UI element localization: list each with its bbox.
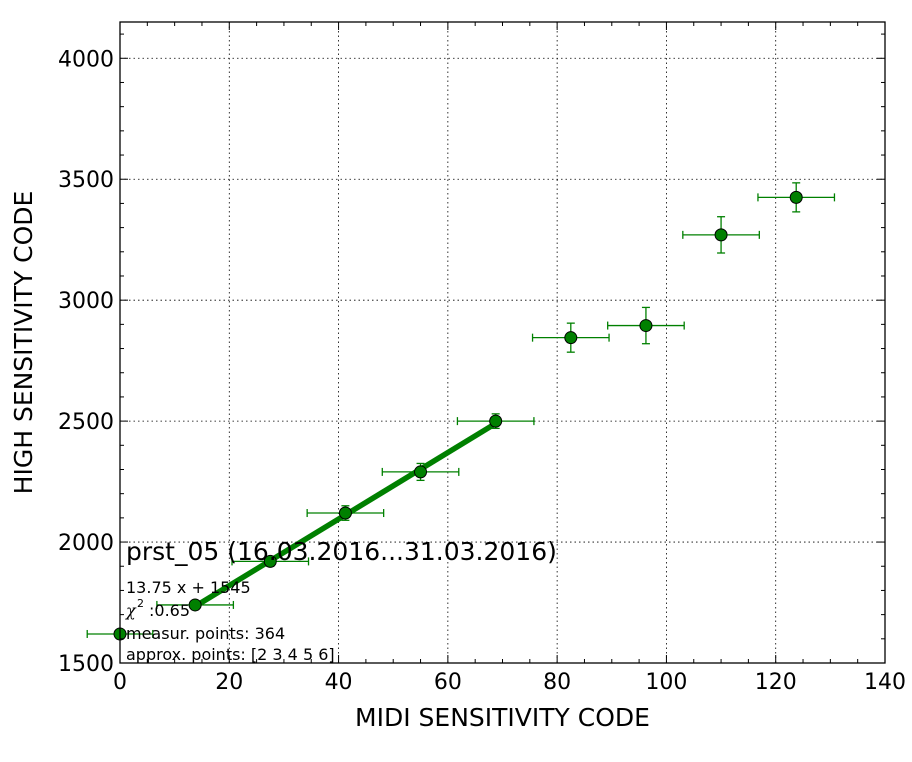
x-tick-label: 60 [434,670,462,695]
y-tick-labels: 1500 2000 2500 3000 3500 4000 [58,47,114,677]
measurement-points-count: measur. points: 364 [126,624,285,643]
data-point [682,216,760,254]
data-point [156,598,235,612]
approximation-points-list: approx. points: [2 3 4 5 6] [126,645,335,664]
data-marker [714,228,728,242]
data-point [531,322,610,353]
x-tick-label: 100 [645,670,687,695]
grid-lines [120,22,885,663]
data-marker [789,190,803,204]
y-tick-label: 1500 [58,652,114,677]
y-tick-label: 3000 [58,289,114,314]
y-axis-title: HIGH SENSITIVITY CODE [9,191,38,495]
y-tick-label: 2000 [58,531,114,556]
y-tick-label: 4000 [58,47,114,72]
y-tick-label: 3500 [58,168,114,193]
plot-frame [119,21,886,664]
x-axis-title: MIDI SENSITIVITY CODE [355,703,650,732]
data-marker [414,465,428,479]
x-tick-labels: 0 20 40 60 80 100 120 140 [113,670,906,695]
x-tick-label: 40 [325,670,353,695]
data-point [607,306,685,345]
data-marker [188,598,202,612]
x-tick-label: 120 [755,670,797,695]
tick-marks [119,22,886,664]
data-marker [564,331,578,345]
data-points-group [86,182,836,641]
data-point [306,505,385,521]
chart-title: prst_05 (16.03.2016...31.03.2016) [126,537,557,566]
chi-symbol: χ [125,601,137,620]
x-tick-label: 0 [113,670,127,695]
data-point [381,462,460,482]
data-point [231,554,310,568]
fit-equation: 13.75 x + 1545 [126,578,251,597]
x-tick-label: 140 [864,670,906,695]
data-marker [263,554,277,568]
data-marker [338,506,352,520]
chi-value: :0.65 [149,601,190,620]
chi-square-label: χ 2 :0.65 [125,597,190,620]
data-marker [489,414,503,428]
y-tick-label: 2500 [58,410,114,435]
data-point [757,182,836,213]
data-marker [639,319,653,333]
x-tick-label: 20 [215,670,243,695]
x-tick-label: 80 [543,670,571,695]
chi-exponent: 2 [137,597,144,610]
data-point [456,413,535,430]
